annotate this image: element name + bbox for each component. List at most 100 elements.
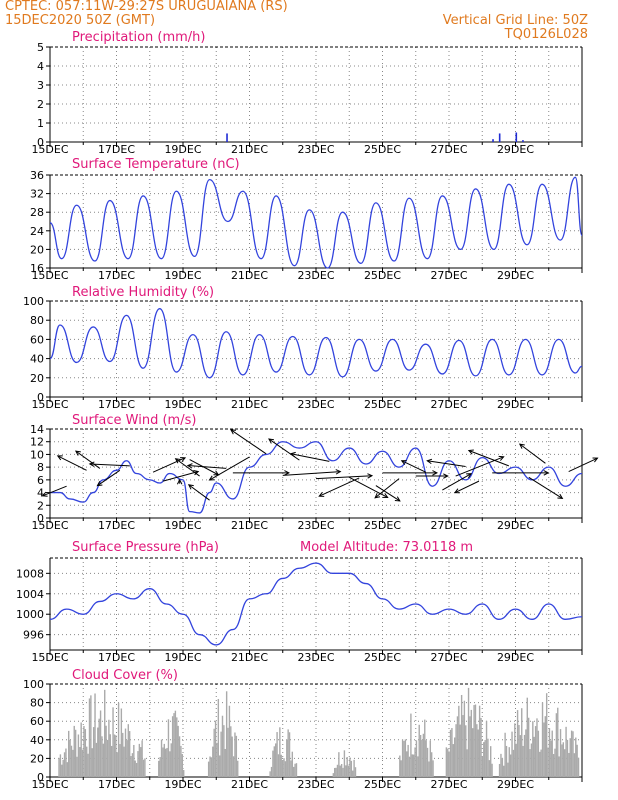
x-tick-label: 17DEC bbox=[98, 143, 135, 156]
wind-arrow-head bbox=[400, 460, 407, 465]
cloud-cover-bar bbox=[166, 747, 168, 777]
cloud-cover-bar bbox=[518, 724, 520, 777]
x-tick-label: 23DEC bbox=[297, 519, 334, 532]
cloud-cover-bar bbox=[525, 729, 527, 777]
cloud-cover-bar bbox=[162, 747, 164, 777]
wind-arrow-head bbox=[443, 473, 449, 479]
y-tick-label: 60 bbox=[30, 333, 44, 346]
cloud-cover-bar bbox=[134, 760, 136, 777]
cloud-cover-bar bbox=[181, 754, 184, 777]
cloud-cover-bar bbox=[445, 747, 448, 777]
panel-title: Surface Temperature (nC) bbox=[72, 157, 240, 172]
cloud-cover-bar bbox=[570, 730, 573, 777]
cloud-cover-bar bbox=[573, 753, 576, 777]
cloud-cover-bar bbox=[133, 744, 135, 777]
x-tick-label: 27DEC bbox=[430, 269, 467, 282]
x-tick-label: 27DEC bbox=[430, 519, 467, 532]
y-tick-label: 2 bbox=[37, 499, 44, 512]
cloud-cover-bar bbox=[449, 729, 452, 777]
x-tick-label: 25DEC bbox=[364, 143, 401, 156]
precip-bar bbox=[522, 140, 524, 142]
cloud-cover-bar bbox=[223, 725, 225, 777]
cloud-cover-bar bbox=[177, 725, 179, 777]
x-tick-label: 27DEC bbox=[430, 143, 467, 156]
cloud-cover-bar bbox=[95, 742, 98, 777]
wind-arrow-head bbox=[74, 450, 81, 456]
y-tick-label: 14 bbox=[30, 423, 44, 436]
cloud-cover-bar bbox=[219, 755, 221, 777]
cloud-cover-bar bbox=[576, 744, 578, 777]
cloud-cover-bar bbox=[231, 736, 233, 777]
wind-arrow bbox=[290, 453, 330, 462]
cloud-cover-bar bbox=[559, 729, 562, 777]
cloud-cover-bar bbox=[59, 754, 62, 777]
cloud-cover-bar bbox=[548, 728, 551, 777]
cloud-cover-bar bbox=[483, 742, 485, 777]
wind-arrow-head bbox=[289, 451, 296, 458]
wind-arrow-head bbox=[284, 470, 290, 476]
cloud-cover-bar bbox=[480, 717, 482, 777]
cloud-cover-bar bbox=[230, 726, 232, 777]
cloud-cover-bar bbox=[453, 737, 456, 777]
x-tick-label: 27DEC bbox=[430, 651, 467, 664]
cloud-cover-bar bbox=[509, 754, 512, 777]
cloud-cover-bar bbox=[270, 766, 273, 777]
cloud-cover-bar bbox=[350, 760, 353, 777]
wind-arrow bbox=[89, 463, 130, 467]
cloud-cover-bar bbox=[281, 760, 284, 777]
cloud-cover-bar bbox=[209, 756, 211, 777]
wind-arrow-head bbox=[335, 469, 342, 475]
cloud-cover-bar bbox=[521, 708, 523, 777]
cloud-cover-bar bbox=[176, 717, 178, 777]
y-tick-label: 28 bbox=[30, 206, 44, 219]
cloud-cover-bar bbox=[421, 739, 423, 777]
cloud-cover-bar bbox=[286, 739, 288, 777]
x-tick-label: 29DEC bbox=[497, 143, 534, 156]
cloud-cover-bar bbox=[523, 734, 526, 777]
cloud-cover-bar bbox=[501, 757, 504, 777]
x-tick-label: 17DEC bbox=[98, 519, 135, 532]
cloud-cover-bar bbox=[500, 753, 502, 777]
wind-speed-series-line bbox=[50, 441, 583, 514]
cloud-cover-bar bbox=[551, 730, 553, 777]
x-tick-label: 29DEC bbox=[497, 269, 534, 282]
cloud-cover-bar bbox=[117, 702, 120, 777]
cloud-cover-bar bbox=[505, 745, 508, 777]
wind-arrow bbox=[401, 460, 426, 473]
cloud-cover-bar bbox=[349, 757, 351, 777]
wind-arrow-head bbox=[208, 475, 215, 481]
cloud-cover-bar bbox=[279, 727, 281, 777]
cloud-cover-bar bbox=[92, 727, 95, 777]
cloud-cover-bar bbox=[469, 716, 471, 777]
cloud-cover-bar bbox=[84, 729, 87, 777]
wind-arrow bbox=[374, 478, 400, 499]
x-tick-label: 21DEC bbox=[231, 269, 268, 282]
cloud-cover-bar bbox=[225, 691, 228, 777]
y-tick-label: 2 bbox=[37, 98, 44, 111]
y-tick-label: 40 bbox=[30, 734, 44, 747]
cloud-cover-bar bbox=[213, 728, 215, 777]
cloud-cover-bar bbox=[144, 758, 146, 777]
cloud-cover-bar bbox=[545, 693, 548, 777]
cloud-cover-bar bbox=[566, 739, 569, 777]
cloud-cover-bar bbox=[353, 759, 355, 777]
x-tick-label: 23DEC bbox=[297, 143, 334, 156]
cloud-cover-bar bbox=[66, 762, 69, 777]
cloud-cover-bar bbox=[334, 767, 336, 777]
x-tick-label: 19DEC bbox=[164, 778, 201, 791]
cloud-cover-bar bbox=[284, 761, 287, 777]
cloud-cover-bar bbox=[127, 724, 129, 777]
y-tick-label: 100 bbox=[23, 295, 44, 308]
cloud-cover-bar bbox=[462, 715, 464, 777]
wind-arrow bbox=[97, 469, 121, 487]
cloud-cover-bar bbox=[569, 738, 571, 777]
y-tick-label: 20 bbox=[30, 243, 44, 256]
x-tick-label: 29DEC bbox=[497, 651, 534, 664]
cloud-cover-bar bbox=[98, 718, 100, 777]
cloud-cover-bar bbox=[158, 760, 160, 777]
y-tick-label: 0 bbox=[37, 512, 44, 525]
cloud-cover-bar bbox=[159, 757, 161, 777]
y-tick-label: 16 bbox=[30, 262, 44, 275]
cloud-cover-bar bbox=[94, 693, 96, 777]
cloud-cover-bar bbox=[130, 756, 132, 777]
